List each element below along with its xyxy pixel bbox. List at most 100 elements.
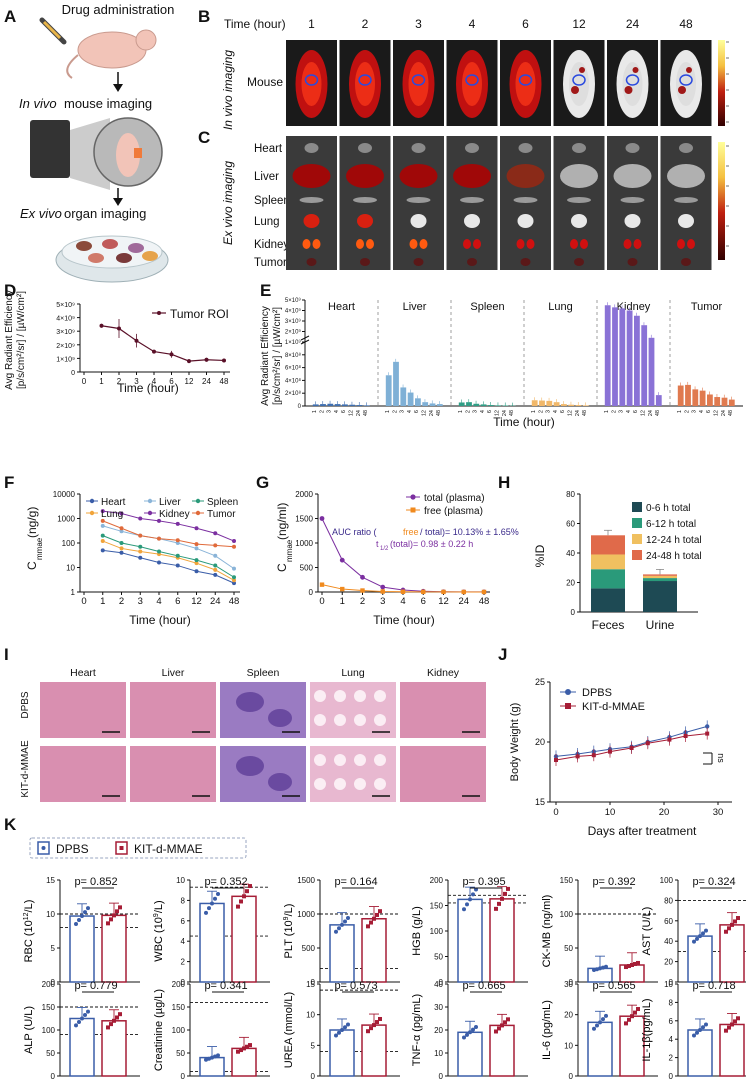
x-tick-label: 12 [567,410,573,416]
dot-point [245,1044,249,1049]
data-point [119,550,124,555]
data-point [360,588,365,593]
x-tick-label: 12 [348,410,354,416]
x-tick-label: 12 [421,410,427,416]
y-tick-label: 5×10⁹ [56,302,75,309]
y-tick-label: 0 [298,404,302,410]
y-tick-label: 8 [181,896,186,905]
dot-point [601,1017,605,1022]
y-tick-label: 0 [669,978,674,987]
stacked-bar [591,569,625,589]
x-tick-label: 4 [152,377,157,386]
tumor-organ [574,258,584,266]
dot-point [83,910,87,915]
x-axis-label: Time (hour) [129,613,191,627]
data-point [319,582,325,587]
dot-point [86,1009,90,1014]
kidney-organ-right [312,239,321,249]
y-tick-label: 10 [46,910,55,919]
data-point [461,589,466,595]
y-tick-label: 20 [535,737,545,747]
y-axis-label: [p/s/cm²/sr] / [µW/cm²] [272,307,283,405]
histology-image [220,682,306,738]
data-point [99,323,104,328]
kit-bar [719,1023,745,1077]
x-tick-label: 24 [721,410,727,416]
time-label: 2 [362,17,369,31]
tumor-roi-circle [465,74,479,86]
dot-point [213,1054,217,1059]
signal-hotspot [515,62,536,106]
dot-point [730,922,734,927]
data-point [187,359,191,364]
y-tick-label: 60 [566,520,575,529]
bar [553,402,560,406]
data-point [194,569,199,574]
bar [707,394,713,406]
dot-point [207,1056,211,1061]
y-tick-label: 0 [51,1072,56,1081]
signal-spot [624,86,633,94]
x-tick-label: 0 [82,377,87,386]
y-tick-label: 150 [42,1003,56,1012]
dot-point [704,1022,708,1027]
x-tick-label: 6 [633,410,639,413]
bar [415,398,421,406]
data-point [194,542,199,547]
data-point [204,357,209,362]
data-point [175,538,180,543]
group-label: DPBS [20,691,31,719]
dpbs-bar [587,1021,613,1077]
dot-point [468,897,472,902]
thalf-text: t [376,539,379,549]
series-line-spleen [102,535,235,578]
bar [495,405,502,406]
legend-label: 12-24 h total [646,535,702,546]
dpbs-bar [199,902,225,983]
x-tick-label: 2 [117,377,122,386]
dot-point [216,892,220,897]
y-tick-label: 4×10⁸ [285,377,302,384]
y-tick-label: 10 [306,1011,315,1020]
heart-organ [411,143,426,153]
legend-marker [147,510,153,516]
heart-organ [679,143,693,153]
histology-image [130,746,216,802]
dot-point [109,917,113,922]
dot-point [730,1022,734,1027]
signal-hotspot [355,62,375,106]
y-tick-label: 15 [46,876,55,885]
series-line-tumor [102,520,235,548]
kit-bar [101,1020,127,1077]
y-axis-sub: mmae [35,537,44,560]
dot-point [80,914,84,919]
y-tick-label: 3×10⁹ [285,318,302,325]
dot-point [216,1053,220,1058]
legend-marker [195,510,201,516]
y-tick-label: 15 [306,980,315,989]
dot-point [627,964,631,969]
x-tick-label: 6 [341,410,347,413]
x-tick-label: 48 [728,410,734,416]
drug-administration-label: Drug administration [62,2,175,17]
y-axis-label: Creatinine (µg/L) [153,989,165,1071]
data-point [222,358,226,363]
y-tick-label: 200 [42,980,56,989]
dot-point [500,896,504,901]
x-tick-label: 10 [605,807,616,818]
stacked-bar [643,574,677,576]
category-label-feces: Feces [592,618,625,632]
x-tick-label: 4 [156,596,161,607]
bar [327,403,334,406]
legend-label: Kidney [159,509,190,520]
y-axis-label: TNF-α (pg/mL) [411,994,423,1066]
dot-point [248,1043,252,1048]
y-tick-label: 200 [172,980,186,989]
y-tick-label: 25 [535,677,545,687]
y-tick-label: 500 [302,944,316,953]
x-tick-label: 4 [334,410,340,413]
x-tick-label: 6 [414,410,420,413]
panel-letter-b: B [198,7,210,26]
histology-image [400,682,486,738]
dot-point [74,1023,78,1028]
